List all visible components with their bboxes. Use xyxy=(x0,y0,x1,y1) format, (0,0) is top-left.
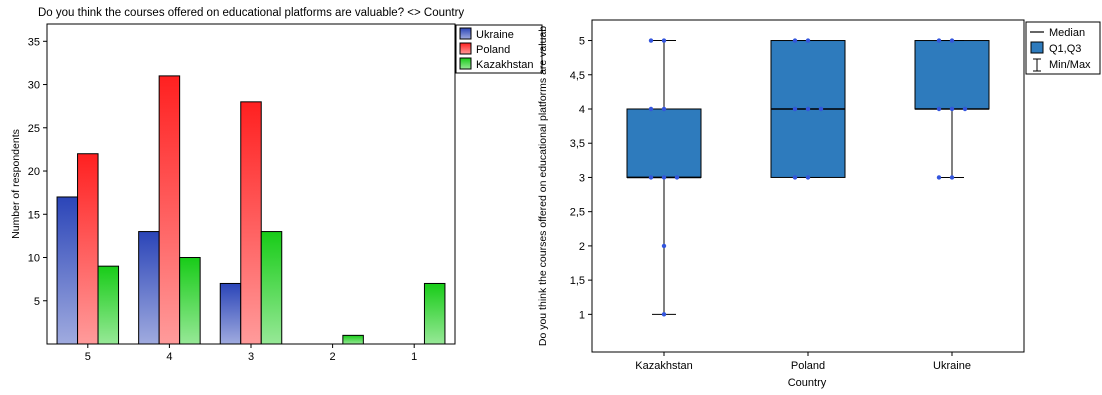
box-legend-label-min-max: Min/Max xyxy=(1049,59,1091,71)
box-point-ukraine xyxy=(949,38,955,43)
box-x-tick-label: Poland xyxy=(791,360,825,372)
box-point-poland xyxy=(792,38,798,43)
bar-ukraine-3 xyxy=(219,282,242,345)
box-point-kazakhstan xyxy=(661,175,667,180)
bar-y-tick-label: 5 xyxy=(34,296,40,308)
bar-poland-3 xyxy=(240,101,262,345)
bar-y-axis-label: Number of respondents xyxy=(10,129,22,239)
bar-chart-title: Do you think the courses offered on educ… xyxy=(38,7,464,19)
bar-ukraine-4 xyxy=(138,231,160,345)
box-point-kazakhstan xyxy=(661,106,667,112)
bar-legend-swatch-ukraine xyxy=(459,27,472,40)
bar-x-tick-label: 2 xyxy=(330,351,336,363)
box-point-poland xyxy=(805,38,811,43)
bar-kazakhstan-2 xyxy=(342,334,364,345)
box-y-ticks: 1 1,5 2 2,5 3 3,5 4 4,5 5 xyxy=(570,36,592,321)
box-y-tick-label: 1 xyxy=(579,309,585,321)
box-point-poland xyxy=(805,175,811,180)
box-y-tick-label: 3 xyxy=(579,172,585,184)
box-x-axis-label: Country xyxy=(788,377,827,389)
bar-y-ticks: 5 10 15 20 25 30 35 xyxy=(28,36,47,308)
box-legend-label-q1-q3: Q1,Q3 xyxy=(1049,43,1081,55)
box-point-kazakhstan xyxy=(661,243,667,249)
bar-y-tick-label: 35 xyxy=(28,36,40,48)
bar-kazakhstan-5 xyxy=(97,265,120,345)
box-point-kazakhstan xyxy=(661,312,667,317)
legend-q1q3-swatch xyxy=(1030,41,1044,54)
bar-legend-label-poland: Poland xyxy=(476,44,510,56)
bar-marks xyxy=(56,75,446,345)
box-point-poland xyxy=(792,175,798,180)
box-x-ticks: Kazakhstan Poland Ukraine xyxy=(635,352,971,372)
bar-ukraine-5 xyxy=(56,196,79,345)
box-rect-kazakhstan xyxy=(626,108,702,178)
box-y-tick-label: 2 xyxy=(579,241,585,253)
box-y-tick-label: 2,5 xyxy=(570,207,585,219)
box-point-poland xyxy=(805,106,811,112)
bar-legend-swatch-kazakhstan xyxy=(459,57,472,70)
bar-x-tick-label: 5 xyxy=(85,351,91,363)
box-point-ukraine xyxy=(949,106,955,112)
box-legend: Median Q1,Q3 Min/Max xyxy=(1025,21,1101,75)
box-y-tick-label: 4 xyxy=(579,104,585,116)
bar-y-tick-label: 20 xyxy=(28,166,40,178)
box-point-ukraine xyxy=(936,175,942,180)
box-y-tick-label: 3,5 xyxy=(570,138,585,150)
box-point-poland xyxy=(818,106,824,112)
bar-x-tick-label: 3 xyxy=(248,351,254,363)
box-point-ukraine xyxy=(936,106,942,112)
box-legend-label-median: Median xyxy=(1049,27,1085,39)
box-point-ukraine xyxy=(936,38,942,43)
box-point-kazakhstan xyxy=(648,38,654,43)
bar-x-tick-label: 1 xyxy=(411,351,417,363)
box-point-ukraine xyxy=(962,106,968,112)
box-point-poland xyxy=(792,106,798,112)
bar-legend-label-ukraine: Ukraine xyxy=(476,29,514,41)
bar-kazakhstan-3 xyxy=(260,231,283,345)
box-point-kazakhstan xyxy=(648,175,654,180)
box-point-kazakhstan xyxy=(648,106,654,112)
box-point-kazakhstan xyxy=(674,175,680,180)
box-x-tick-label: Kazakhstan xyxy=(635,360,692,372)
bar-kazakhstan-1 xyxy=(423,282,446,345)
bar-legend-label-kazakhstan: Kazakhstan xyxy=(476,59,533,71)
bar-x-tick-label: 4 xyxy=(166,351,172,363)
bar-y-tick-label: 15 xyxy=(28,209,40,221)
box-y-tick-label: 5 xyxy=(579,36,585,48)
bar-y-tick-label: 10 xyxy=(28,253,40,265)
bar-legend-swatch-poland xyxy=(459,42,472,55)
box-y-tick-label: 4,5 xyxy=(570,70,585,82)
box-y-tick-label: 1,5 xyxy=(570,275,585,287)
box-point-kazakhstan xyxy=(661,38,667,43)
bar-x-ticks: 5 4 3 2 1 xyxy=(85,344,417,363)
box-x-tick-label: Ukraine xyxy=(933,360,971,372)
box-point-ukraine xyxy=(949,175,955,180)
box-rect-ukraine xyxy=(914,40,990,110)
bar-poland-5 xyxy=(77,153,99,345)
bar-y-tick-label: 25 xyxy=(28,123,40,135)
bar-poland-4 xyxy=(158,75,181,345)
bar-legend: Ukraine Poland Kazakhstan xyxy=(455,24,543,74)
bar-kazakhstan-4 xyxy=(179,257,201,345)
box-marks xyxy=(626,38,990,317)
box-y-axis-label: Do you think the courses offered on educ… xyxy=(537,26,549,346)
bar-y-tick-label: 30 xyxy=(28,80,40,92)
